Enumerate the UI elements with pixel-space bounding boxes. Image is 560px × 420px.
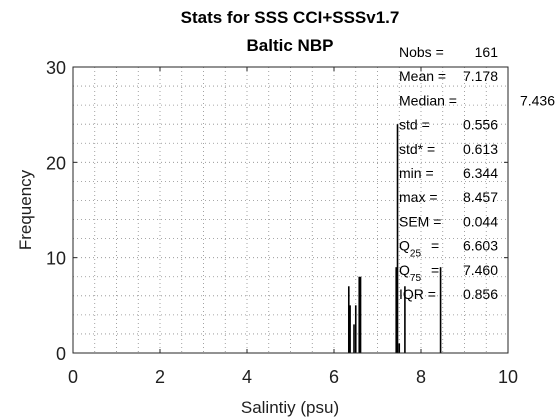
y-tick-label-0: 0 [56, 344, 66, 364]
grid-lines [73, 67, 508, 353]
stat-label: IQR = [399, 286, 436, 302]
stat-row: Mean = 7.178 [399, 68, 498, 84]
stat-label: Median = [399, 92, 457, 108]
stat-value: 6.603 [463, 238, 498, 254]
x-axis-ticks: 0 2 4 6 8 10 [68, 67, 518, 387]
histogram-bar-9 [398, 343, 401, 353]
x-tick-label-0: 0 [68, 367, 78, 387]
histogram-bar-3 [353, 324, 355, 353]
chart-title-line-1: Stats for SSS CCI+SSSv1.7 [181, 8, 400, 27]
stat-value: 0.556 [463, 117, 498, 133]
stat-value: 7.436 [520, 92, 555, 108]
stat-row: IQR = 0.856 [399, 286, 498, 302]
stat-label-text: Mean = [399, 68, 446, 84]
y-tick-label-10: 10 [46, 249, 66, 269]
stat-value: 6.344 [463, 165, 498, 181]
stat-label-text: Median = [399, 92, 457, 108]
stat-value: 8.457 [463, 189, 498, 205]
stat-label-text: IQR = [399, 286, 436, 302]
stat-label: Nobs = [399, 44, 444, 60]
stat-value: 0.856 [463, 286, 498, 302]
histogram-bar-11 [439, 267, 442, 353]
stat-label-subscript: 25 [410, 249, 422, 260]
x-tick-label-2: 2 [155, 367, 165, 387]
stat-row: Nobs = 161 [399, 44, 498, 60]
x-axis-label: Salintiy (psu) [241, 398, 339, 417]
y-axis-ticks: 0 10 20 30 [46, 58, 508, 364]
stat-row: std = 0.556 [399, 117, 498, 133]
histogram-bar-7 [395, 267, 398, 353]
stat-label-text: Q [399, 262, 410, 278]
histogram-bar-10 [404, 286, 406, 353]
y-tick-label-20: 20 [46, 153, 66, 173]
histogram-bar-1 [347, 286, 350, 353]
y-tick-label-30: 30 [46, 58, 66, 78]
stat-value: 0.044 [463, 213, 498, 229]
stat-label: Mean = [399, 68, 446, 84]
stat-label-text: min = [399, 165, 434, 181]
stat-label-text: std = [399, 117, 430, 133]
statistics-panel: Nobs = 161 Mean = 7.178 Median = 7.436 std = 0.… [399, 44, 555, 302]
stat-label: min = [399, 165, 434, 181]
stat-value: 0.613 [463, 141, 498, 157]
stat-label: std = [399, 117, 430, 133]
stat-label-text: Nobs = [399, 44, 444, 60]
stat-label-text: SEM = [399, 213, 441, 229]
stat-value: 7.460 [463, 262, 498, 278]
stat-label: SEM = [399, 213, 441, 229]
stat-label-equals: = [431, 262, 439, 278]
plot-area-border [72, 66, 509, 354]
stat-label: std* = [399, 141, 435, 157]
stat-label: max = [399, 189, 438, 205]
y-axis-label: Frequency [16, 169, 35, 250]
stat-label: Q25 = [399, 238, 439, 260]
stat-row: Median = 7.436 [399, 92, 555, 108]
stat-label-equals: = [431, 238, 439, 254]
stat-value: 161 [475, 44, 499, 60]
stat-row: Q75 = 7.460 [399, 262, 498, 284]
histogram-bar-6 [359, 276, 362, 353]
x-tick-label-6: 6 [329, 367, 339, 387]
stat-value: 7.178 [463, 68, 498, 84]
stat-row: min = 6.344 [399, 165, 498, 181]
stat-row: SEM = 0.044 [399, 213, 498, 229]
stat-label-text: std* = [399, 141, 435, 157]
chart-title-line-2: Baltic NBP [247, 36, 334, 55]
stat-row: std* = 0.613 [399, 141, 498, 157]
stat-row: Q25 = 6.603 [399, 238, 498, 260]
x-tick-label-8: 8 [416, 367, 426, 387]
histogram-bar-4 [354, 305, 357, 353]
stat-label-text: max = [399, 189, 438, 205]
stat-label-text: Q [399, 238, 410, 254]
x-tick-label-4: 4 [242, 367, 252, 387]
stat-row: max = 8.457 [399, 189, 498, 205]
histogram-bar-5 [358, 276, 361, 353]
stat-label-subscript: 75 [410, 273, 422, 284]
stat-label: Q75 = [399, 262, 439, 284]
histogram-bar-2 [349, 305, 351, 353]
histogram-bar-8 [396, 124, 399, 353]
x-tick-label-10: 10 [498, 367, 518, 387]
histogram-bars [347, 124, 442, 353]
